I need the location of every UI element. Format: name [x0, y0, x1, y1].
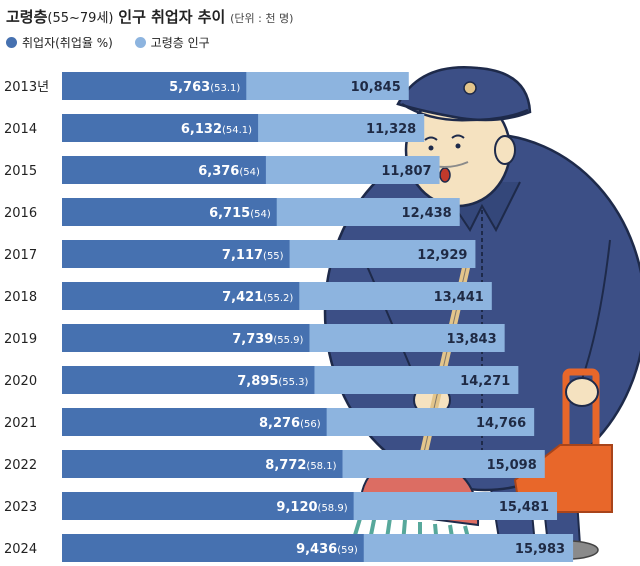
- employed-bar: [62, 282, 300, 310]
- employed-bar: [62, 156, 266, 184]
- employed-value: 5,763: [169, 80, 210, 95]
- employment-rate: (54): [250, 209, 271, 220]
- population-value-label: 11,807: [381, 164, 431, 179]
- year-label: 2020: [4, 374, 37, 389]
- year-label: 2023: [4, 500, 37, 515]
- title-range: (55~79세): [47, 11, 114, 26]
- figure-pupil-right: [455, 143, 461, 149]
- population-value-label: 15,983: [515, 542, 565, 557]
- population-value-label: 11,328: [366, 122, 416, 137]
- figure-eye-left: [424, 136, 438, 141]
- cap-badge-icon: [463, 81, 477, 95]
- figure-cap: [396, 66, 532, 122]
- year-label: 2017: [4, 248, 37, 263]
- employment-rate: (53.1): [210, 83, 240, 94]
- employment-rate: (54.1): [222, 125, 252, 136]
- employed-value: 7,895: [237, 374, 278, 389]
- employment-rate: (55.2): [263, 293, 293, 304]
- employed-value-label: 6,376(54): [198, 164, 260, 179]
- year-label: 2019: [4, 332, 37, 347]
- legend-label-population: 고령층 인구: [150, 36, 210, 50]
- employed-bar: [62, 366, 315, 394]
- employed-value: 8,276: [259, 416, 300, 431]
- employed-value-label: 5,763(53.1): [169, 80, 240, 95]
- employed-bar: [62, 450, 343, 478]
- employed-bar: [62, 408, 327, 436]
- employed-value-label: 7,421(55.2): [222, 290, 293, 305]
- figure-hand-right: [565, 377, 599, 407]
- year-label: 2024: [4, 542, 37, 557]
- employment-rate: (55.9): [273, 335, 303, 346]
- title-subtitle: 인구 취업자 추이: [118, 8, 226, 26]
- employed-value: 9,436: [296, 542, 337, 557]
- employment-rate: (59): [337, 545, 358, 556]
- year-label: 2022: [4, 458, 37, 473]
- employed-value: 6,132: [181, 122, 222, 137]
- employment-rate: (58.9): [318, 503, 348, 514]
- year-label: 2016: [4, 206, 37, 221]
- population-value-label: 14,271: [460, 374, 510, 389]
- employed-value-label: 8,772(58.1): [265, 458, 336, 473]
- population-value-label: 12,929: [417, 248, 467, 263]
- legend-swatch-population: [134, 37, 146, 48]
- legend: 취업자(취업율 %) 고령층 인구: [6, 34, 228, 51]
- year-label: 2018: [4, 290, 37, 305]
- population-value-label: 15,098: [487, 458, 537, 473]
- employed-value-label: 7,117(55): [222, 248, 284, 263]
- employed-value-label: 7,895(55.3): [237, 374, 308, 389]
- employed-value-label: 6,132(54.1): [181, 122, 252, 137]
- bar-group: 2013년 5,763(53.1) 10,845 2014 6,132(54.1) 11,…: [4, 72, 574, 562]
- employment-rate: (54): [239, 167, 260, 178]
- figure-ear: [494, 135, 516, 165]
- employed-bar: [62, 240, 290, 268]
- title-main: 고령층: [6, 8, 48, 26]
- year-label: 2021: [4, 416, 37, 431]
- figure-eye-right: [451, 134, 465, 139]
- population-value-label: 13,843: [446, 332, 496, 347]
- chart-title: 고령층(55~79세) 인구 취업자 추이 (단위 : 천 명): [6, 6, 293, 27]
- population-value-label: 15,481: [499, 500, 549, 515]
- employed-value-label: 6,715(54): [209, 206, 271, 221]
- title-unit: (단위 : 천 명): [230, 12, 294, 25]
- employed-value: 7,421: [222, 290, 263, 305]
- employed-bar: [62, 534, 364, 562]
- employed-value-label: 9,120(58.9): [276, 500, 347, 515]
- employed-bar: [62, 72, 247, 100]
- employed-value: 8,772: [265, 458, 306, 473]
- figure-mouth: [439, 167, 451, 183]
- employed-bar: [62, 114, 259, 142]
- employed-bar: [62, 324, 310, 352]
- employed-value: 9,120: [276, 500, 317, 515]
- figure-pupil-left: [428, 145, 434, 151]
- legend-item-population: 고령층 인구: [134, 34, 210, 51]
- legend-swatch-employed: [6, 37, 17, 48]
- employment-rate: (58.1): [306, 461, 336, 472]
- employment-rate: (55.3): [278, 377, 308, 388]
- employed-value: 7,739: [232, 332, 273, 347]
- population-value-label: 10,845: [351, 80, 401, 95]
- population-value-label: 13,441: [434, 290, 484, 305]
- employed-value-label: 8,276(56): [259, 416, 321, 431]
- population-value-label: 14,766: [476, 416, 526, 431]
- year-label: 2014: [4, 122, 37, 137]
- population-value-label: 12,438: [402, 206, 452, 221]
- employed-value: 6,715: [209, 206, 250, 221]
- employed-value: 7,117: [222, 248, 263, 263]
- employed-bar: [62, 492, 354, 520]
- year-label: 2013년: [4, 80, 49, 95]
- employed-value: 6,376: [198, 164, 239, 179]
- employed-value-label: 7,739(55.9): [232, 332, 303, 347]
- legend-label-employed: 취업자(취업율 %): [22, 36, 113, 50]
- year-label: 2015: [4, 164, 37, 179]
- legend-item-employed: 취업자(취업율 %): [6, 34, 113, 51]
- employed-bar: [62, 198, 277, 226]
- employment-rate: (56): [300, 419, 321, 430]
- figure-cap-brim: [401, 102, 529, 122]
- employment-rate: (55): [263, 251, 284, 262]
- employed-value-label: 9,436(59): [296, 542, 358, 557]
